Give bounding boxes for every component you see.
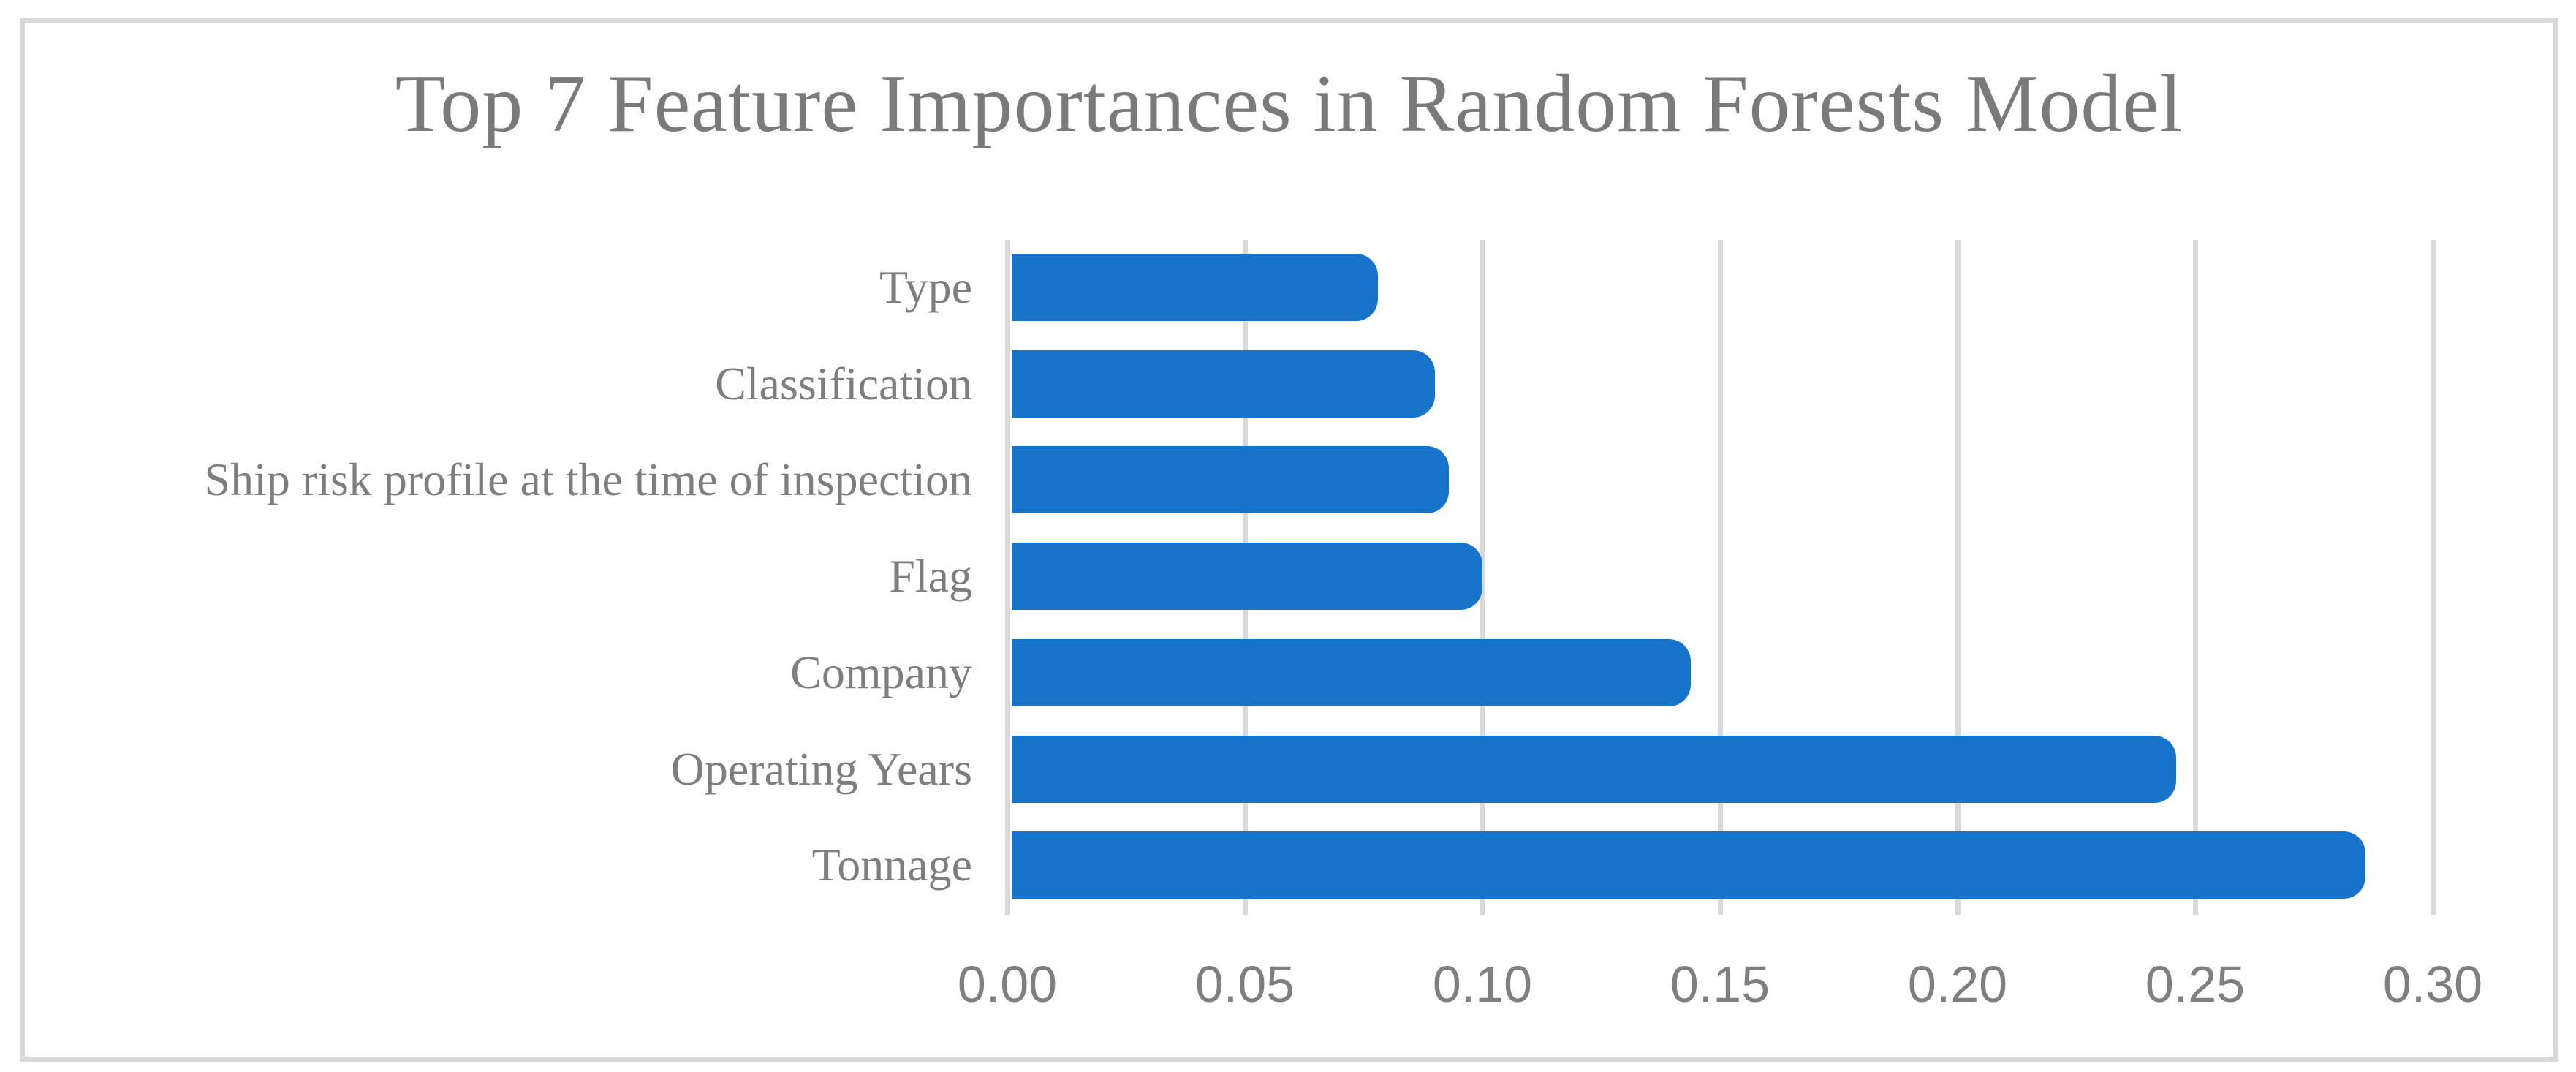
plot-area bbox=[1005, 240, 2469, 915]
x-axis-tick-label: 0.15 bbox=[1670, 956, 1770, 1013]
bar-ship-risk-profile-at-the-time-of-inspection bbox=[1012, 446, 1449, 513]
category-label-type: Type bbox=[879, 261, 972, 313]
x-axis-tick-label: 0.25 bbox=[2145, 956, 2246, 1013]
gridline-0.25 bbox=[2193, 240, 2198, 915]
gridline-0.15 bbox=[1718, 240, 1723, 915]
x-axis-tick-label: 0.00 bbox=[957, 956, 1058, 1013]
gridline-0.30 bbox=[2431, 240, 2436, 915]
category-label-operating-years: Operating Years bbox=[670, 743, 972, 795]
category-label-tonnage: Tonnage bbox=[811, 839, 972, 891]
bar-tonnage bbox=[1012, 831, 2365, 899]
chart-title: Top 7 Feature Importances in Random Fore… bbox=[395, 58, 2183, 149]
bar-type bbox=[1012, 254, 1378, 321]
gridline-0.00 bbox=[1005, 240, 1010, 915]
category-label-ship-risk-profile-at-the-time-of-inspection: Ship risk profile at the time of inspect… bbox=[204, 453, 972, 505]
category-label-company: Company bbox=[790, 646, 972, 698]
x-axis-tick-label: 0.05 bbox=[1194, 956, 1295, 1013]
category-label-classification: Classification bbox=[715, 358, 972, 409]
x-axis-tick-label: 0.20 bbox=[1907, 956, 2008, 1013]
bar-operating-years bbox=[1012, 736, 2176, 803]
gridline-0.10 bbox=[1480, 240, 1485, 915]
x-axis-tick-label: 0.30 bbox=[2382, 956, 2483, 1013]
bar-flag bbox=[1012, 543, 1482, 610]
category-label-flag: Flag bbox=[889, 550, 972, 602]
x-axis-tick-label: 0.10 bbox=[1432, 956, 1533, 1013]
bar-classification bbox=[1012, 350, 1435, 418]
bar-company bbox=[1012, 639, 1691, 706]
gridline-0.20 bbox=[1955, 240, 1961, 915]
